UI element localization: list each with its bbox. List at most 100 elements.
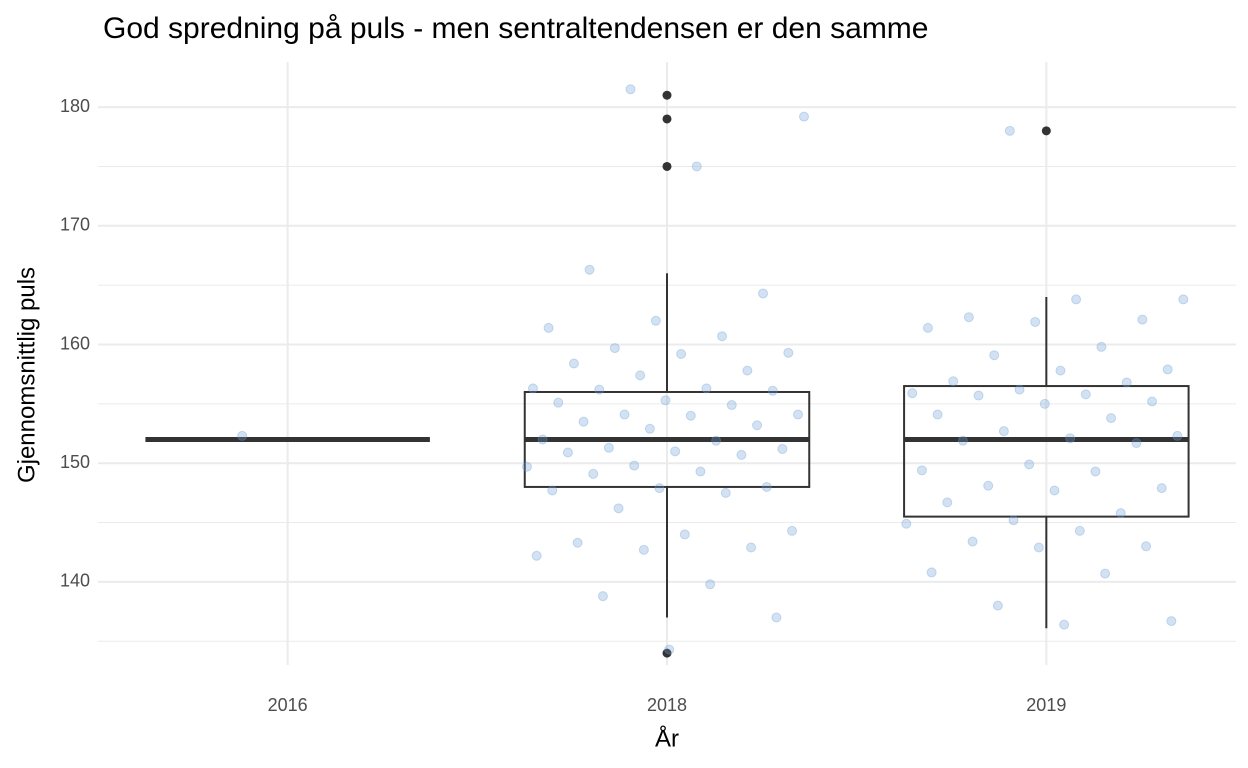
- point: [777, 443, 788, 454]
- point: [609, 343, 620, 354]
- point: [1059, 619, 1070, 630]
- point: [992, 600, 1003, 611]
- point: [1096, 341, 1107, 352]
- x-tick-label: 2019: [1026, 695, 1066, 715]
- x-axis-label: År: [655, 724, 679, 752]
- outlier: [662, 90, 672, 100]
- point: [998, 426, 1009, 437]
- point: [547, 485, 558, 496]
- point: [1106, 413, 1117, 424]
- point: [932, 409, 943, 420]
- point: [691, 161, 702, 172]
- point: [1147, 396, 1158, 407]
- point: [1166, 616, 1177, 627]
- point: [948, 376, 959, 387]
- point: [1131, 438, 1142, 449]
- point: [1030, 316, 1041, 327]
- point: [1033, 542, 1044, 553]
- point: [758, 288, 769, 299]
- point: [907, 388, 918, 399]
- point: [553, 397, 564, 408]
- point: [1055, 365, 1066, 376]
- y-tick-label: 150: [60, 452, 90, 472]
- point: [742, 365, 753, 376]
- point: [711, 435, 722, 446]
- point: [1156, 483, 1167, 494]
- point: [1049, 485, 1060, 496]
- point: [901, 518, 912, 529]
- point: [625, 84, 636, 95]
- point: [983, 480, 994, 491]
- y-tick-label: 140: [60, 571, 90, 591]
- point: [685, 410, 696, 421]
- point: [543, 322, 554, 333]
- point: [629, 460, 640, 471]
- y-tick-label: 160: [60, 333, 90, 353]
- y-tick-label: 170: [60, 215, 90, 235]
- outlier: [662, 161, 672, 171]
- point: [527, 383, 538, 394]
- point: [1141, 541, 1152, 552]
- point: [922, 322, 933, 333]
- point: [967, 536, 978, 547]
- point: [638, 544, 649, 555]
- point: [720, 487, 731, 498]
- point: [963, 312, 974, 323]
- point: [670, 446, 681, 457]
- point: [1014, 384, 1025, 395]
- x-tick-label: 2018: [647, 695, 687, 715]
- point: [635, 370, 646, 381]
- point: [989, 350, 1000, 361]
- point: [603, 442, 614, 453]
- point: [1115, 508, 1126, 519]
- point: [1137, 314, 1148, 325]
- point: [676, 349, 687, 360]
- point: [793, 409, 804, 420]
- y-tick-label: 180: [60, 96, 90, 116]
- point: [705, 579, 716, 590]
- point: [1004, 125, 1015, 136]
- point: [736, 449, 747, 460]
- point: [521, 461, 532, 472]
- y-axis-label: Gjennomsnittlig puls: [13, 267, 40, 483]
- point: [973, 390, 984, 401]
- outlier: [662, 114, 672, 124]
- point: [1121, 377, 1132, 388]
- point: [644, 423, 655, 434]
- chart-title: God spredning på puls - men sentraltende…: [103, 12, 928, 45]
- point: [572, 537, 583, 548]
- point: [767, 385, 778, 396]
- point: [1008, 515, 1019, 526]
- point: [237, 430, 248, 441]
- point: [717, 331, 728, 342]
- point: [679, 529, 690, 540]
- point: [597, 591, 608, 602]
- point: [1024, 459, 1035, 470]
- point: [1065, 433, 1076, 444]
- point: [752, 420, 763, 431]
- box: [903, 385, 1190, 518]
- point: [1090, 466, 1101, 477]
- point: [660, 395, 671, 406]
- point: [1100, 568, 1111, 579]
- point: [568, 358, 579, 369]
- point: [650, 315, 661, 326]
- point: [701, 383, 712, 394]
- point: [957, 435, 968, 446]
- point: [798, 111, 809, 122]
- point: [695, 466, 706, 477]
- point: [664, 644, 675, 655]
- point: [783, 347, 794, 358]
- x-tick-label: 2016: [268, 695, 308, 715]
- point: [926, 567, 937, 578]
- point: [1074, 525, 1085, 536]
- outlier: [1041, 126, 1051, 136]
- point: [562, 447, 573, 458]
- point: [588, 468, 599, 479]
- point: [1080, 389, 1091, 400]
- point: [771, 612, 782, 623]
- point: [613, 503, 624, 514]
- point: [761, 481, 772, 492]
- point: [619, 409, 630, 420]
